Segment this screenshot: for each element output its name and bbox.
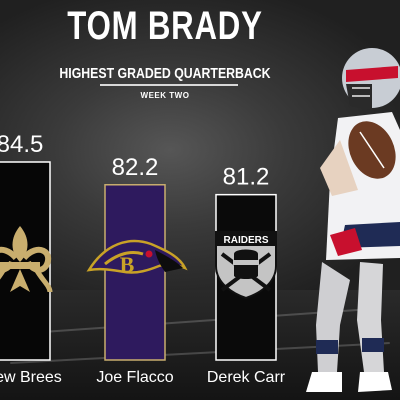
player-cleat-left bbox=[306, 372, 342, 392]
subtitle-underline bbox=[100, 84, 238, 86]
category-label: Drew Brees bbox=[0, 369, 62, 386]
player-glove-patch bbox=[330, 228, 362, 256]
week-label: WEEK TWO bbox=[140, 91, 190, 100]
category-label: Joe Flacco bbox=[96, 369, 173, 386]
facemask-bars bbox=[352, 87, 370, 97]
page-title: TOM BRADY bbox=[67, 4, 263, 48]
value-label: 84.5 bbox=[0, 131, 43, 158]
football-lace bbox=[359, 131, 385, 169]
player-sock-left bbox=[316, 340, 338, 354]
raiders-shield-icon: RAIDERS bbox=[215, 231, 277, 300]
player-cleat-right bbox=[358, 372, 392, 392]
bar-drew-brees bbox=[0, 161, 51, 361]
helmet-stripe bbox=[346, 66, 398, 82]
player-leg-right bbox=[357, 262, 384, 372]
category-label: Derek Carr bbox=[207, 369, 286, 386]
player-sock-right bbox=[362, 338, 384, 352]
svg-text:B: B bbox=[120, 252, 135, 277]
fleur-de-lis-icon bbox=[0, 226, 53, 293]
raven-head-icon: B bbox=[86, 239, 188, 277]
player-leg-left bbox=[316, 262, 350, 372]
page-subtitle: HIGHEST GRADED QUARTERBACK bbox=[59, 65, 271, 82]
value-label: 82.2 bbox=[112, 154, 159, 181]
value-label: 81.2 bbox=[223, 164, 270, 191]
svg-text:RAIDERS: RAIDERS bbox=[223, 235, 268, 246]
player-arm bbox=[320, 140, 358, 196]
